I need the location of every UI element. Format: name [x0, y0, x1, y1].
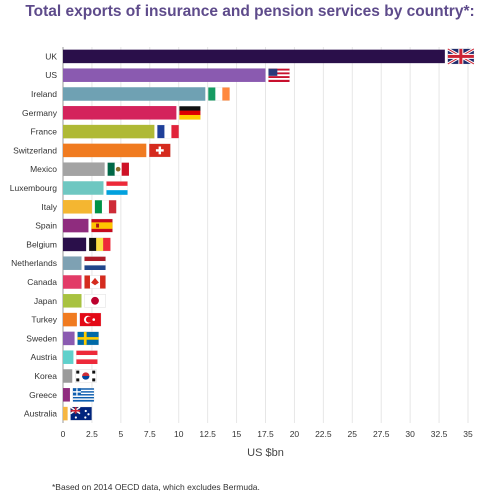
y-tick-label: Germany — [22, 108, 58, 118]
y-tick-label: Italy — [41, 202, 57, 212]
y-tick-label: UK — [45, 51, 57, 61]
x-tick-label: 2.5 — [86, 429, 98, 439]
korea-flag-icon — [75, 369, 97, 383]
grid-lines — [62, 47, 469, 423]
greece-flag-icon — [72, 388, 95, 402]
bar-greece — [63, 388, 70, 402]
bar-france — [63, 124, 155, 139]
x-tick-label: 10 — [174, 429, 184, 439]
us-flag-icon — [268, 68, 290, 82]
y-tick-label: Canada — [27, 277, 57, 287]
luxembourg-flag-icon — [106, 181, 128, 195]
y-tick-label: US — [45, 70, 57, 80]
x-tick-label: 0 — [61, 429, 66, 439]
bar-belgium — [63, 237, 87, 252]
sweden-flag-icon — [77, 331, 99, 346]
x-axis-title: US $bn — [247, 447, 284, 459]
bar-australia — [63, 406, 68, 421]
bar-mexico — [63, 162, 105, 176]
japan-flag-icon — [84, 294, 106, 308]
bar-turkey — [63, 312, 77, 327]
bar-germany — [63, 106, 177, 120]
x-tick-label: 20 — [290, 429, 300, 439]
uk-flag-icon — [447, 47, 475, 66]
x-tick-label: 35 — [463, 429, 473, 439]
x-axis-labels: 0 2.5 5 7.5 10 12.5 15 17.5 20 22.5 25 27.5 30 32.5 35 — [61, 429, 473, 439]
bar-italy — [63, 200, 92, 214]
y-tick-label: Ireland — [31, 89, 57, 99]
x-tick-label: 30 — [405, 429, 415, 439]
y-tick-label: Sweden — [26, 333, 57, 343]
bar-korea — [63, 369, 73, 383]
bar-ireland — [63, 87, 206, 101]
italy-flag-icon — [94, 200, 117, 214]
flags — [70, 47, 475, 421]
germany-flag-icon — [179, 106, 201, 120]
x-tick-label: 15 — [232, 429, 242, 439]
y-tick-label: Austria — [31, 352, 58, 362]
bar-japan — [63, 294, 82, 308]
y-tick-label: Mexico — [30, 164, 57, 174]
bar-luxembourg — [63, 181, 104, 195]
bar-canada — [63, 275, 82, 289]
y-tick-label: Belgium — [26, 239, 57, 249]
spain-flag-icon — [91, 218, 113, 233]
y-tick-label: France — [31, 127, 58, 137]
x-tick-label: 17.5 — [257, 429, 274, 439]
y-tick-label: Japan — [34, 296, 57, 306]
y-axis-labels: UK US Ireland Germany France Switzerland Mexic… — [10, 51, 58, 418]
bar-switzerland — [63, 143, 147, 158]
x-tick-label: 22.5 — [315, 429, 332, 439]
x-tick-label: 25 — [348, 429, 358, 439]
bar-spain — [63, 218, 89, 233]
y-tick-label: Greece — [29, 390, 57, 400]
bar-netherlands — [63, 256, 82, 270]
x-tick-label: 12.5 — [199, 429, 216, 439]
x-tick-label: 7.5 — [144, 429, 156, 439]
y-tick-label: Spain — [35, 221, 57, 231]
x-tick-label: 32.5 — [431, 429, 448, 439]
bar-austria — [63, 350, 74, 364]
x-tick-label: 5 — [118, 429, 123, 439]
switzerland-flag-icon — [149, 143, 171, 158]
y-tick-label: Turkey — [31, 315, 57, 325]
y-tick-label: Korea — [34, 371, 57, 381]
turkey-flag-icon — [79, 312, 102, 327]
canada-flag-icon — [84, 275, 106, 289]
y-tick-label: Australia — [24, 409, 57, 419]
footnote: *Based on 2014 OECD data, which excludes… — [52, 482, 260, 492]
y-tick-label: Luxembourg — [10, 183, 58, 193]
y-tick-label: Netherlands — [11, 258, 57, 268]
y-tick-label: Switzerland — [13, 145, 57, 155]
bar-sweden — [63, 331, 75, 346]
bars — [63, 49, 445, 421]
france-flag-icon — [157, 124, 179, 139]
austria-flag-icon — [76, 350, 98, 364]
netherlands-flag-icon — [84, 256, 106, 270]
x-tick-label: 27.5 — [373, 429, 390, 439]
chart-title: Total exports of insurance and pension s… — [25, 3, 475, 20]
australia-flag-icon — [70, 406, 92, 421]
bar-us — [63, 68, 266, 82]
belgium-flag-icon — [88, 237, 111, 252]
mexico-flag-icon — [107, 162, 129, 176]
ireland-flag-icon — [208, 87, 230, 101]
bar-uk — [63, 49, 445, 64]
